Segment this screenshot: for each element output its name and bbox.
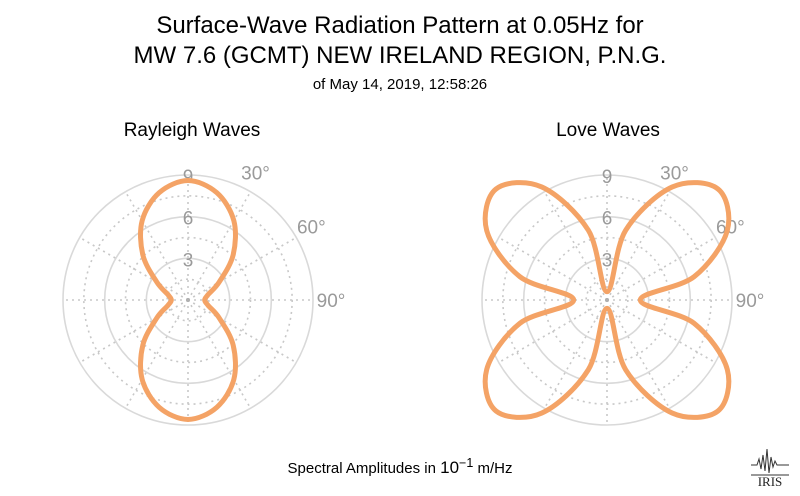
love-ring-6 (522, 215, 692, 385)
chart-title-line-1: Surface-Wave Radiation Pattern at 0.05Hz… (156, 12, 644, 39)
rayleigh-center-dot (186, 298, 190, 302)
chart-title-line-2: MW 7.6 (GCMT) NEW IRELAND REGION, P.N.G. (133, 42, 667, 69)
love-spoke-330 (543, 191, 608, 301)
love-minor-ring-0 (585, 278, 629, 322)
love-angle-tick-90: 90° (736, 291, 765, 312)
chart-subtitle: of May 14, 2019, 12:58:26 (312, 76, 488, 93)
love-minor-ring-2 (502, 195, 712, 405)
iris-logo-text: IRIS (758, 474, 783, 489)
footer-exponent: −1 (459, 456, 474, 470)
rayleigh-spoke-120 (187, 299, 297, 364)
rayleigh-angle-tick-30: 30° (241, 164, 270, 185)
footer-units: Spectral Amplitudes in 10−1 m/Hz (0, 456, 800, 478)
rayleigh-radial-tick-6: 6 (183, 209, 194, 230)
iris-logo: IRIS (751, 448, 789, 489)
love-ring-9 (481, 174, 733, 426)
rayleigh-radiation-curve (138, 178, 238, 422)
love-radiation-curve (482, 180, 732, 420)
love-radial-tick-6: 6 (602, 209, 613, 230)
footer-prefix: Spectral Amplitudes in (287, 460, 441, 477)
rayleigh-minor-ring-0 (166, 278, 210, 322)
rayleigh-radial-tick-9: 9 (183, 167, 194, 188)
love-angle-tick-30: 30° (660, 164, 689, 185)
love-ring-3 (564, 257, 650, 343)
love-minor-ring-1 (543, 236, 671, 364)
rayleigh-minor-ring-2 (83, 195, 293, 405)
love-spoke-150 (606, 299, 671, 409)
rayleigh-radial-tick-3: 3 (183, 250, 194, 271)
love-spoke-30 (606, 191, 671, 301)
rayleigh-panel-title: Rayleigh Waves (123, 120, 261, 141)
rayleigh-ring-9 (62, 174, 314, 426)
rayleigh-angle-tick-90: 90° (317, 291, 346, 312)
love-radial-tick-9: 9 (602, 167, 613, 188)
love-spoke-210 (543, 299, 608, 409)
footer-suffix: m/Hz (473, 460, 513, 477)
footer-base: 10 (440, 458, 460, 477)
love-radial-tick-3: 3 (602, 250, 613, 271)
rayleigh-angle-tick-60: 60° (297, 218, 326, 239)
rayleigh-ring-6 (103, 215, 273, 385)
love-panel-title: Love Waves (556, 120, 660, 141)
love-center-dot (605, 298, 609, 302)
rayleigh-spoke-60 (187, 236, 297, 301)
rayleigh-ring-3 (145, 257, 231, 343)
rayleigh-minor-ring-1 (124, 236, 252, 364)
